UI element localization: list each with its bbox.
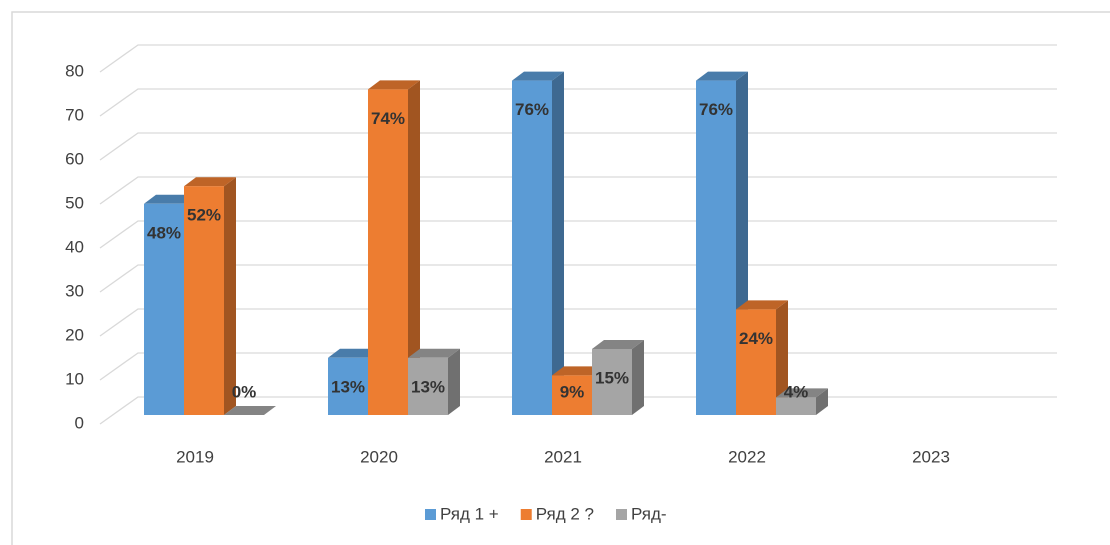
bar [776,397,816,415]
y-tick-label: 80 [65,61,84,80]
bar-group [224,406,276,415]
y-tick-label: 10 [65,369,84,388]
bar [592,349,632,415]
bar-top [592,340,644,349]
value-label: 76% [699,100,733,119]
grid-line [99,88,1057,117]
bar [408,357,448,415]
value-label: 15% [595,368,629,387]
bar [552,375,592,415]
value-label: 74% [371,109,405,128]
bar [184,186,224,415]
bar-side [816,388,828,415]
bar-top [368,80,420,90]
bar-group [512,71,564,415]
value-label: 0% [232,382,257,401]
bar-side [776,300,788,415]
grid-line [99,132,1057,161]
x-tick-label: 2020 [360,447,398,466]
y-tick-label: 30 [65,281,84,300]
bar-top [408,348,460,358]
legend-label: Ряд- [631,504,667,523]
bar-group [408,348,460,415]
bar-side [632,340,644,415]
bar [736,309,776,415]
bar-group [736,300,788,415]
bar-top [144,194,196,204]
bar-top [776,388,828,398]
bar-top [184,177,236,187]
y-tick-label: 50 [65,193,84,212]
y-tick-label: 40 [65,237,84,256]
bar-group [776,388,828,415]
value-label: 24% [739,329,773,348]
legend-swatch [425,509,436,520]
value-label: 48% [147,223,181,242]
bar-top [736,300,788,310]
bar [368,89,408,416]
grid-line [99,308,1057,337]
bar-side [448,348,460,415]
y-tick-label: 60 [65,149,84,168]
x-tick-label: 2019 [176,447,214,466]
bar-top [696,71,748,81]
bar-side [552,71,564,415]
value-label: 13% [331,377,365,396]
bar-side [408,80,420,416]
grid-line [99,176,1057,205]
x-tick-label: 2021 [544,447,582,466]
bar [144,203,184,415]
bar-group [184,177,236,415]
x-tick-label: 2022 [728,447,766,466]
x-tick-label: 2023 [912,447,950,466]
value-label: 13% [411,377,445,396]
bar-side [224,177,236,415]
bar [696,80,736,415]
bar [328,357,368,415]
legend-label: Ряд 2 ? [536,504,594,523]
value-label: 9% [560,382,585,401]
y-tick-label: 0 [75,413,84,432]
y-tick-label: 70 [65,105,84,124]
bar-top [512,71,564,81]
legend-swatch [520,509,532,520]
grid-line [99,264,1057,293]
value-label: 52% [187,206,221,225]
value-label: 76% [515,100,549,119]
chart-frame [11,11,1110,545]
bar-top [552,366,604,376]
bar-top [328,348,380,358]
bar-group [368,80,420,416]
grid-line [99,220,1057,249]
value-label: 4% [784,382,809,401]
legend-label: Ряд 1 + [440,504,499,523]
grid-line [99,44,1057,73]
bar-top [224,406,276,415]
bar-group [592,340,644,415]
legend-swatch [616,509,627,520]
bar [512,80,552,415]
y-tick-label: 20 [65,325,84,344]
